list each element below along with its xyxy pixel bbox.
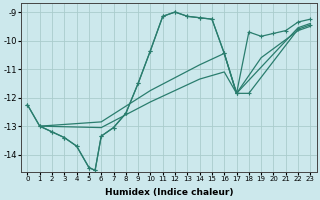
- X-axis label: Humidex (Indice chaleur): Humidex (Indice chaleur): [105, 188, 233, 197]
